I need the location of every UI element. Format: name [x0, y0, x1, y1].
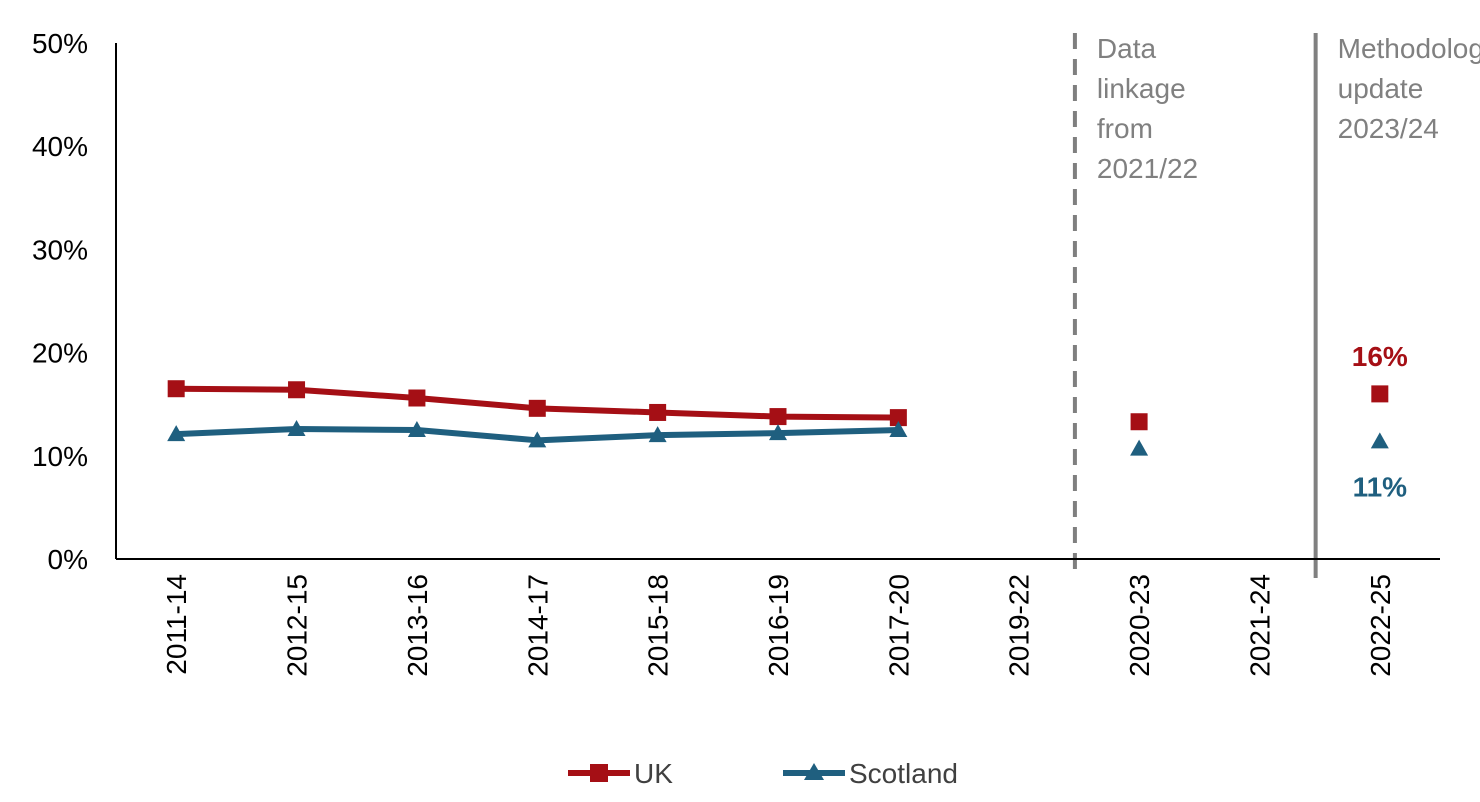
uk-data-label: 16%: [1352, 341, 1408, 372]
uk-point: [408, 389, 426, 407]
scotland-point: [287, 419, 306, 436]
x-tick-label: 2021-24: [1244, 574, 1275, 677]
scotland-point: [648, 426, 667, 443]
x-tick-label: 2020-23: [1124, 574, 1155, 677]
x-tick-label: 2019-22: [1004, 574, 1035, 677]
scotland-point: [889, 421, 908, 437]
annotations-layer: Data linkage from 2021/22 Methodology update 2…: [1072, 33, 1480, 578]
x-tick-label: 2015-18: [643, 574, 674, 677]
labels-layer: 16% 11%: [1352, 341, 1408, 502]
x-tick-label: 2022-25: [1365, 574, 1396, 677]
uk-point: [288, 381, 306, 399]
uk-point: [167, 380, 185, 398]
x-tick-label: 2011-14: [161, 574, 192, 675]
scotland-point: [528, 431, 547, 448]
uk-point: [1130, 413, 1148, 431]
x-tick-label: 2012-15: [282, 574, 313, 677]
annotation-text: Methodology: [1338, 33, 1480, 64]
legend-marker-scotland: [804, 763, 824, 780]
y-tick-label: 0%: [48, 544, 88, 575]
scotland-point: [769, 424, 787, 441]
scotland-point: [1370, 432, 1389, 449]
y-tick-label: 40%: [32, 131, 88, 162]
legend-marker-uk: [590, 764, 608, 782]
y-tick-label: 30%: [32, 234, 88, 265]
x-tick-label: 2016-19: [763, 574, 794, 677]
x-tick-label: 2014-17: [522, 574, 553, 677]
y-tick-label: 20%: [32, 338, 88, 369]
x-tick-label: 2017-20: [883, 574, 914, 677]
legend: UK Scotland: [568, 758, 958, 789]
scotland-point: [407, 421, 426, 437]
scotland-data-label: 11%: [1353, 471, 1408, 502]
scotland-point: [167, 425, 186, 442]
uk-point: [889, 409, 907, 427]
uk-point: [1371, 385, 1389, 403]
uk-point: [528, 399, 546, 417]
axes-layer: 0% 10% 20% 30% 40% 50% 2011-14 2012-15 2013-16 20…: [32, 28, 1440, 677]
scotland-point: [1130, 439, 1149, 456]
annotation-text: 2023/24: [1338, 113, 1439, 144]
annotation-text: Data: [1097, 33, 1157, 64]
uk-point: [769, 408, 787, 426]
legend-label-uk: UK: [634, 758, 673, 789]
y-tick-label: 50%: [32, 28, 88, 59]
x-tick-label: 2013-16: [402, 574, 433, 677]
annotation-text: linkage: [1097, 73, 1186, 104]
uk-point: [649, 403, 667, 421]
legend-label-scotland: Scotland: [849, 758, 958, 789]
y-tick-label: 10%: [32, 441, 88, 472]
annotation-text: 2021/22: [1097, 153, 1198, 184]
annotation-text: update: [1338, 73, 1424, 104]
series-layer: [167, 380, 1389, 456]
annotation-text: from: [1097, 113, 1153, 144]
